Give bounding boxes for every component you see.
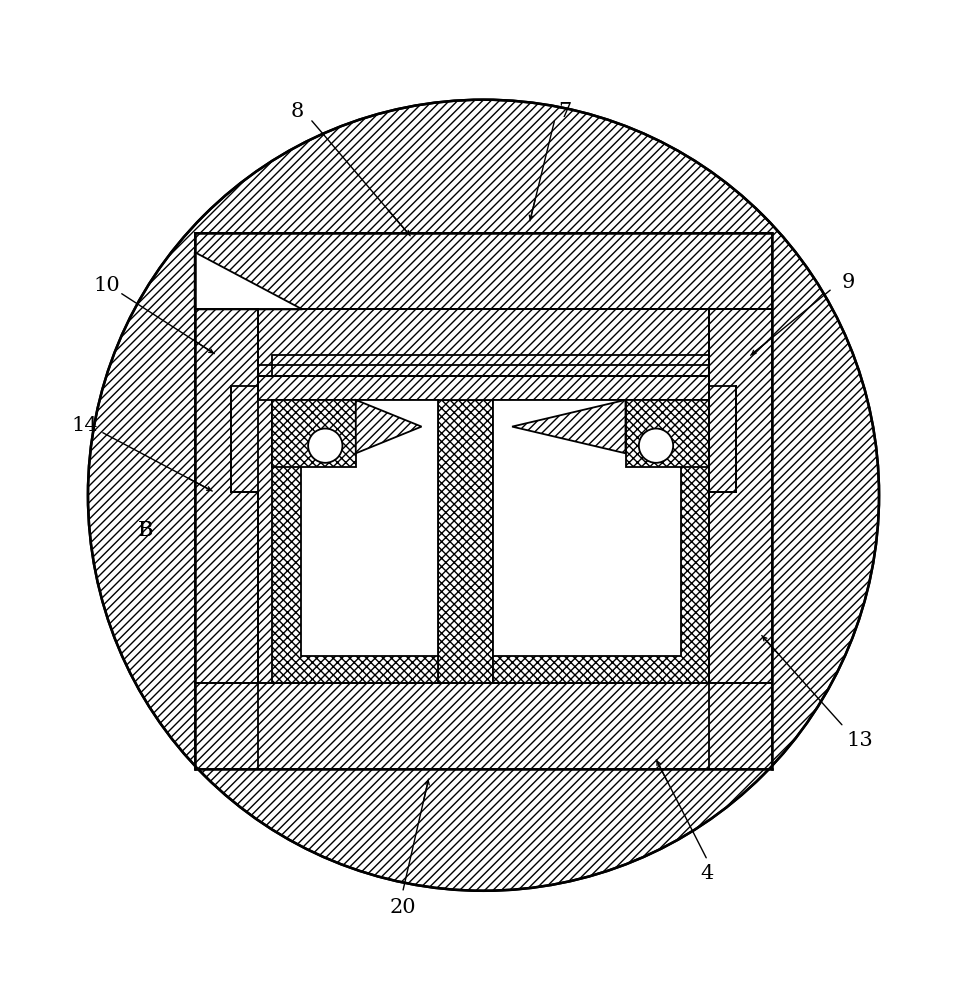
Polygon shape <box>194 233 773 424</box>
Polygon shape <box>626 400 710 467</box>
Text: 14: 14 <box>72 416 99 435</box>
Text: 7: 7 <box>558 102 571 121</box>
Polygon shape <box>272 400 356 467</box>
Text: 20: 20 <box>389 898 416 917</box>
Bar <box>194 233 773 309</box>
Bar <box>493 400 681 656</box>
Text: B: B <box>137 521 153 540</box>
Circle shape <box>308 429 342 463</box>
Text: B: B <box>137 521 153 540</box>
Bar <box>257 376 710 400</box>
Bar <box>438 400 493 683</box>
Text: 9: 9 <box>842 273 855 292</box>
Polygon shape <box>513 400 626 453</box>
Text: 8: 8 <box>291 102 305 121</box>
Text: 13: 13 <box>846 731 873 750</box>
Bar <box>301 400 438 656</box>
Polygon shape <box>194 309 257 683</box>
Circle shape <box>88 100 879 891</box>
Text: 4: 4 <box>701 864 714 883</box>
Polygon shape <box>710 309 773 683</box>
Bar <box>422 376 513 400</box>
Bar <box>493 400 710 683</box>
Circle shape <box>639 429 673 463</box>
Text: 10: 10 <box>94 276 121 295</box>
Polygon shape <box>356 400 422 453</box>
Bar <box>194 683 773 769</box>
Bar <box>272 400 438 683</box>
Polygon shape <box>194 252 303 309</box>
Bar <box>272 355 710 376</box>
